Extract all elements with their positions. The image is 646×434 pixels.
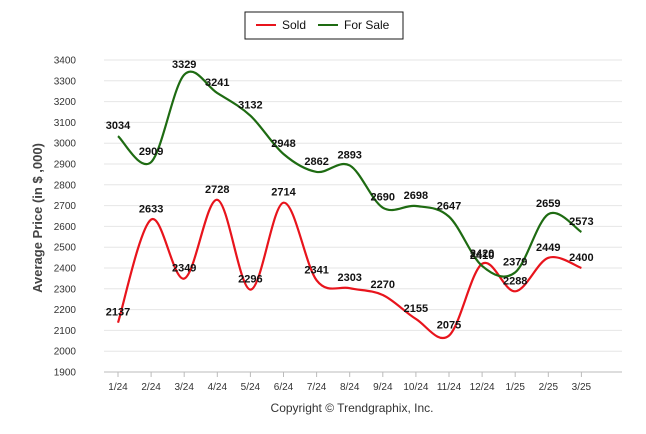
y-tick-label: 3400: [54, 56, 77, 67]
y-tick-label: 2600: [54, 222, 77, 233]
data-label-for-sale: 3132: [238, 100, 262, 112]
y-tick-label: 1900: [54, 368, 77, 379]
legend: Sold For Sale: [244, 11, 404, 40]
x-tick-label: 3/25: [572, 382, 592, 393]
legend-label-for-sale: For Sale: [344, 18, 390, 32]
data-label-for-sale: 2410: [470, 250, 494, 262]
gridlines: [104, 59, 622, 373]
x-tick-label: 12/24: [470, 382, 495, 393]
data-label-for-sale: 2862: [304, 156, 328, 168]
data-labels: 2137 2633 2349 2728 2296 2714 2341 2303 2270 2155…: [106, 59, 594, 332]
y-tick-label: 2700: [54, 201, 77, 212]
data-label-for-sale: 3241: [205, 77, 229, 89]
x-tick-label: 9/24: [373, 382, 393, 393]
data-label-for-sale: 2647: [437, 201, 461, 213]
data-label-for-sale: 2573: [569, 216, 593, 228]
data-label-for-sale: 3329: [172, 59, 196, 71]
data-label-sold: 2420: [470, 248, 494, 260]
y-tick-label: 2000: [54, 347, 77, 358]
y-tick-label: 3100: [54, 118, 77, 129]
x-tick-label: 1/25: [505, 382, 525, 393]
x-tick-label: 2/25: [539, 382, 559, 393]
y-tick-label: 2900: [54, 160, 77, 171]
data-label-sold: 2288: [503, 275, 527, 287]
data-label-for-sale: 2948: [271, 138, 295, 150]
x-tick-label: 3/24: [174, 382, 194, 393]
legend-label-sold: Sold: [282, 18, 306, 32]
y-tick-label: 2400: [54, 264, 77, 275]
series-lines: [116, 70, 583, 339]
y-tick-label: 3300: [54, 76, 77, 87]
y-tick-label: 2300: [54, 284, 77, 295]
data-label-for-sale: 3034: [106, 120, 131, 132]
data-label-sold: 2155: [404, 303, 428, 315]
data-label-for-sale: 2690: [371, 192, 395, 204]
data-label-for-sale: 2698: [404, 190, 428, 202]
x-tick-label: 10/24: [403, 382, 428, 393]
data-label-sold: 2633: [139, 204, 163, 216]
x-axis-ticks: 1/24 2/24 3/24 4/24 5/24 6/24 7/24 8/24 9/24 10/2…: [108, 372, 592, 393]
x-tick-label: 5/24: [241, 382, 261, 393]
x-tick-label: 8/24: [340, 382, 360, 393]
y-tick-label: 3200: [54, 97, 77, 108]
x-tick-label: 6/24: [274, 382, 294, 393]
data-label-sold: 2137: [106, 307, 130, 319]
data-label-sold: 2400: [569, 252, 593, 264]
x-tick-label: 7/24: [307, 382, 327, 393]
y-tick-label: 3000: [54, 139, 77, 150]
series-line-for-sale: [117, 70, 583, 278]
data-label-sold: 2296: [238, 274, 262, 286]
copyright-text: Copyright © Trendgraphix, Inc.: [271, 401, 434, 415]
data-label-sold: 2341: [304, 264, 328, 276]
series-line-sold: [116, 198, 582, 339]
y-tick-label: 2800: [54, 180, 77, 191]
y-tick-label: 2100: [54, 326, 77, 337]
data-label-for-sale: 2659: [536, 198, 560, 210]
data-label-sold: 2349: [172, 263, 196, 275]
x-tick-label: 2/24: [141, 382, 161, 393]
data-label-sold: 2714: [271, 187, 296, 199]
data-label-sold: 2303: [337, 272, 361, 284]
y-tick-label: 2500: [54, 243, 77, 254]
x-tick-label: 4/24: [208, 382, 228, 393]
data-label-for-sale: 2379: [503, 256, 527, 268]
data-label-for-sale: 2893: [337, 149, 361, 161]
data-label-sold: 2449: [536, 242, 560, 254]
y-axis-ticks: 1900 2000 2100 2200 2300 2400 2500 2600 2700 2800…: [54, 56, 77, 379]
data-label-sold: 2728: [205, 184, 229, 196]
data-label-sold: 2075: [437, 320, 461, 332]
y-tick-label: 2200: [54, 305, 77, 316]
x-tick-label: 1/24: [108, 382, 128, 393]
data-label-for-sale: 2909: [139, 146, 163, 158]
y-axis-title: Average Price (in $ ,000): [30, 143, 45, 293]
data-label-sold: 2270: [371, 279, 395, 291]
x-tick-label: 11/24: [437, 382, 462, 393]
